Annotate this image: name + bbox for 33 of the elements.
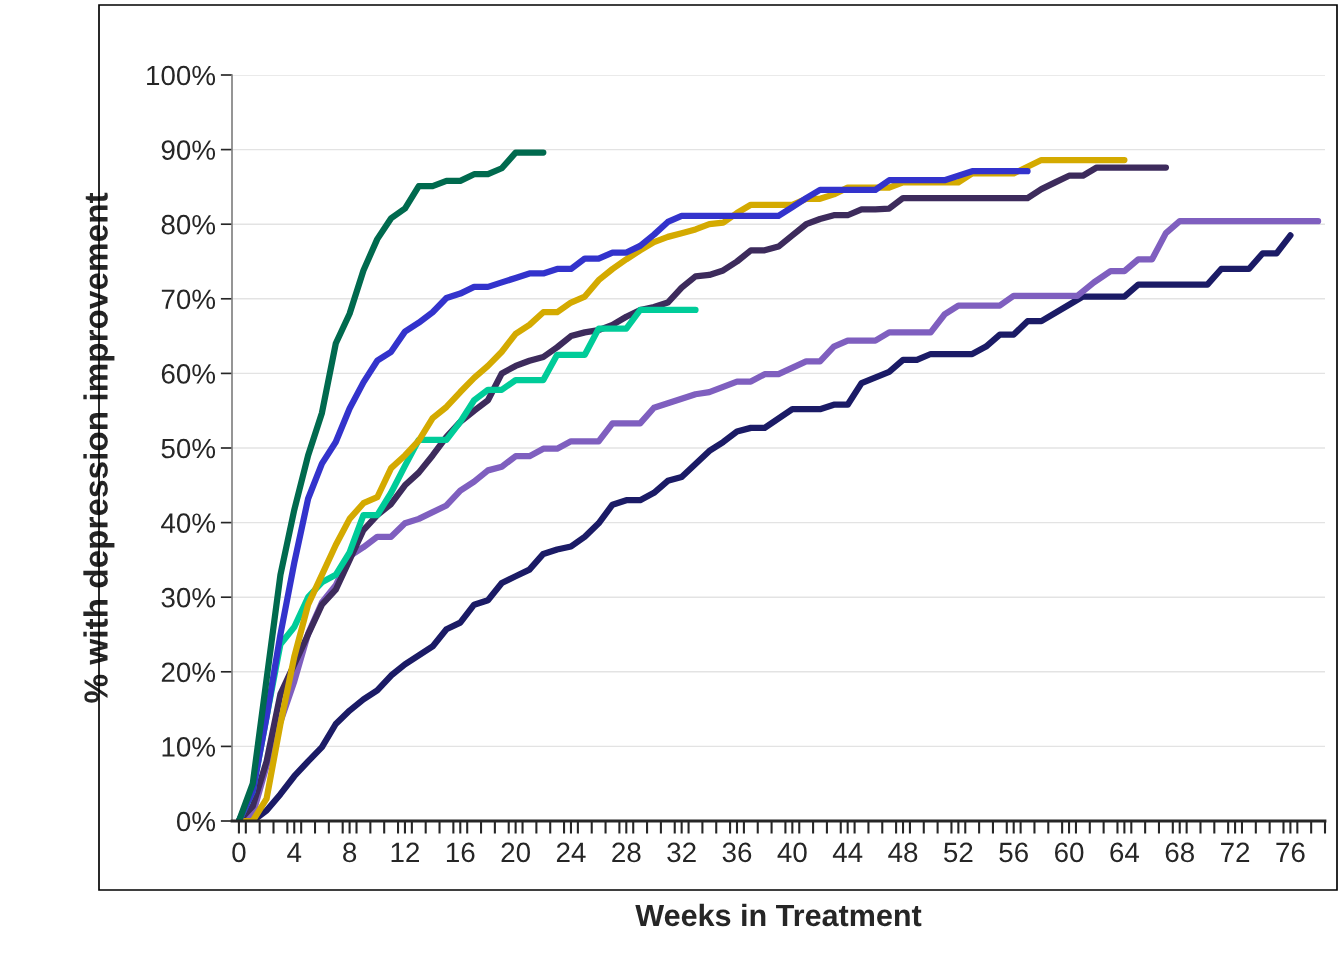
y-tick-label: 30% [161,587,216,608]
y-tick-label: 90% [161,140,216,160]
x-tick-label: 8 [343,842,357,863]
y-axis-title: % with depression improvement [83,192,115,703]
x-tick-label: 4 [287,842,302,862]
y-tick-label: 80% [161,214,216,235]
x-tick-label: 52 [944,842,973,863]
x-tick-label: 36 [722,842,752,863]
x-tick-label: 16 [446,842,475,863]
x-tick-label: 68 [1165,842,1194,863]
x-tick-label: 44 [832,842,863,862]
y-tick-label: 100% [147,65,216,86]
y-tick-label: 50% [161,438,216,459]
y-tick-label: 40% [161,513,216,533]
x-tick-label: 64 [1110,842,1140,863]
y-tick-label: 10% [162,737,216,757]
x-tick-label: 28 [612,842,641,863]
y-tick-label: 0% [176,811,216,832]
x-tick-label: 72 [1221,842,1250,862]
x-tick-label: 60 [1055,842,1084,863]
x-tick-label: 12 [391,842,419,862]
x-tick-label: 40 [777,842,807,863]
y-tick-label: 60% [161,364,216,384]
x-tick-label: 48 [888,842,918,863]
x-tick-label: 56 [999,842,1028,863]
x-tick-label: 24 [556,842,586,862]
x-axis-title: Weeks in Treatment [635,903,922,927]
x-tick-label: 20 [501,842,530,863]
y-tick-label: 20% [161,662,216,683]
y-tick-label: 70% [161,289,216,310]
x-tick-label: 0 [232,842,246,863]
x-tick-label: 32 [667,842,696,863]
x-tick-label: 76 [1276,842,1305,863]
